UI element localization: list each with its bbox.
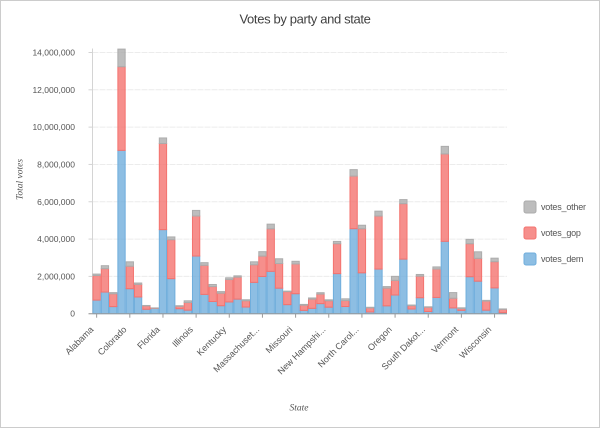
svg-text:8,000,000: 8,000,000 [37,159,75,169]
svg-text:votes_other: votes_other [541,202,586,212]
svg-text:2,000,000: 2,000,000 [37,271,75,281]
svg-text:votes_gop: votes_gop [541,228,581,238]
svg-text:Total votes: Total votes [15,159,25,200]
svg-text:12,000,000: 12,000,000 [32,85,75,95]
svg-text:State: State [290,404,309,414]
svg-text:votes_dem: votes_dem [541,254,583,264]
svg-text:4,000,000: 4,000,000 [37,234,75,244]
svg-text:6,000,000: 6,000,000 [37,197,75,207]
svg-text:14,000,000: 14,000,000 [32,48,75,58]
svg-text:0: 0 [70,309,75,319]
svg-text:Votes by party and state: Votes by party and state [239,12,370,27]
svg-text:10,000,000: 10,000,000 [32,122,75,132]
